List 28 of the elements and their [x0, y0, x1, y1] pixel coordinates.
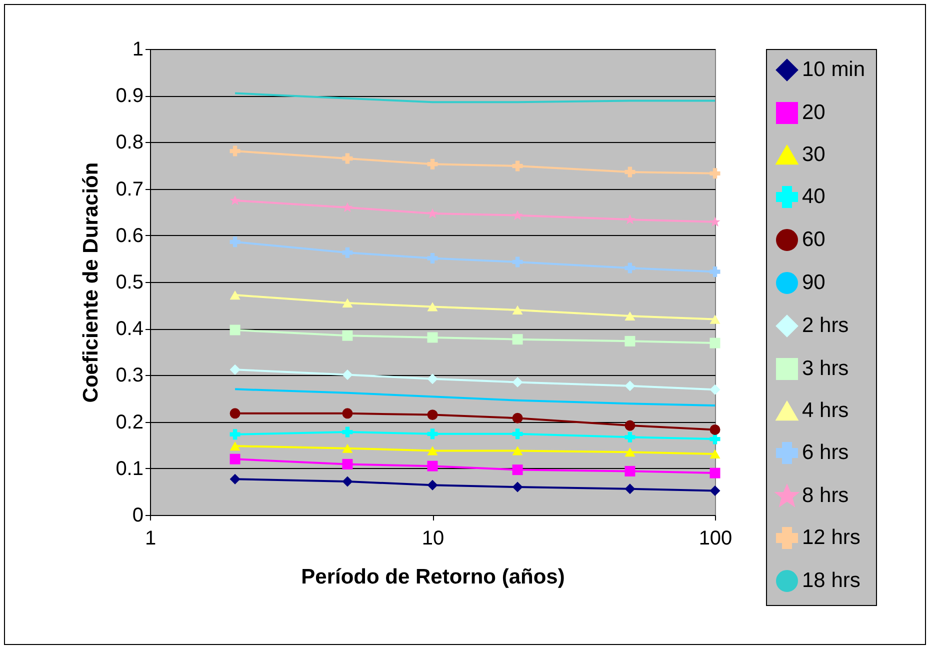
y-axis-title: Coeficiente de Duración — [80, 162, 103, 403]
legend-label: 3 hrs — [802, 357, 849, 380]
legend-label: 18 hrs — [802, 569, 860, 592]
y-tick-label: 0.1 — [116, 458, 144, 480]
legend-label: 8 hrs — [802, 484, 849, 507]
legend-label: 6 hrs — [802, 441, 849, 464]
y-tick-label: 0.5 — [116, 272, 144, 294]
x-tick-label: 100 — [698, 528, 732, 550]
legend-label: 40 — [802, 185, 826, 208]
legend-label: 4 hrs — [802, 399, 849, 422]
legend-label: 2 hrs — [802, 314, 849, 337]
legend-label: 90 — [802, 271, 826, 294]
y-tick-label: 0.8 — [116, 132, 144, 154]
legend-label: 10 min — [802, 58, 866, 81]
y-tick-label: 0.7 — [116, 178, 144, 200]
legend-label: 12 hrs — [802, 526, 860, 549]
x-axis-title: Período de Retorno (años) — [301, 566, 565, 588]
legend-label: 30 — [802, 143, 826, 166]
y-tick-label: 0.3 — [116, 364, 144, 387]
y-tick-label: 0.6 — [116, 224, 144, 247]
y-tick-label: 0.4 — [116, 318, 144, 340]
legend-label: 20 — [802, 101, 826, 124]
y-tick-label: 0.9 — [116, 85, 144, 108]
y-tick-label: 1 — [132, 38, 144, 60]
y-tick-label: 0.2 — [116, 411, 144, 434]
legend-label: 60 — [802, 228, 826, 251]
x-tick-label: 10 — [422, 528, 444, 550]
y-tick-label: 0 — [132, 504, 144, 526]
